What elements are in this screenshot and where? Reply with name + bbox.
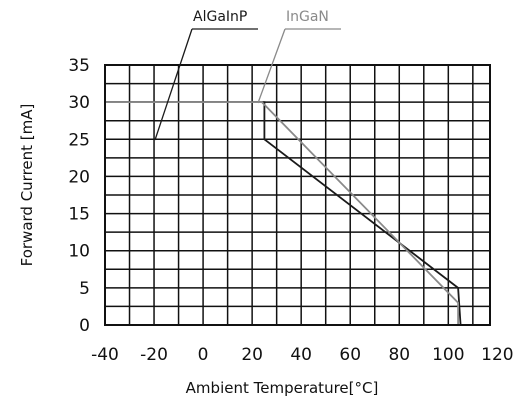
x-tick-label: 100 bbox=[432, 345, 464, 365]
legend-algainp-leader bbox=[154, 28, 193, 141]
legend: AlGaInP InGaN bbox=[154, 9, 341, 141]
x-tick-label: 20 bbox=[241, 345, 263, 365]
series-lines bbox=[105, 101, 462, 326]
y-tick-label: 0 bbox=[79, 316, 90, 336]
legend-ingan-label: InGaN bbox=[286, 9, 329, 25]
x-tick-label: -20 bbox=[140, 345, 168, 365]
x-tick-label: 120 bbox=[481, 345, 513, 365]
legend-algainp-label: AlGaInP bbox=[193, 9, 247, 25]
x-tick-label: 40 bbox=[290, 345, 312, 365]
plot-border bbox=[104, 64, 491, 326]
y-tick-label: 25 bbox=[68, 130, 90, 150]
legend-ingan-leader bbox=[257, 28, 286, 104]
y-tick-label: 30 bbox=[68, 93, 90, 113]
y-tick-label: 35 bbox=[68, 56, 90, 76]
y-tick-label: 15 bbox=[68, 205, 90, 225]
x-tick-label: 0 bbox=[198, 345, 209, 365]
y-tick-label: 20 bbox=[68, 167, 90, 187]
y-axis-title: Forward Current [mA] bbox=[18, 104, 36, 267]
plot-frame bbox=[104, 64, 491, 326]
y-tick-label: 10 bbox=[68, 242, 90, 262]
grid-lines bbox=[104, 64, 490, 326]
x-tick-label: 60 bbox=[339, 345, 361, 365]
y-tick-label: 5 bbox=[79, 279, 90, 299]
x-axis-title: Ambient Temperature[°C] bbox=[186, 379, 379, 397]
x-tick-label: 80 bbox=[388, 345, 410, 365]
series-line-ingan bbox=[105, 101, 460, 325]
x-tick-label: -40 bbox=[91, 345, 119, 365]
